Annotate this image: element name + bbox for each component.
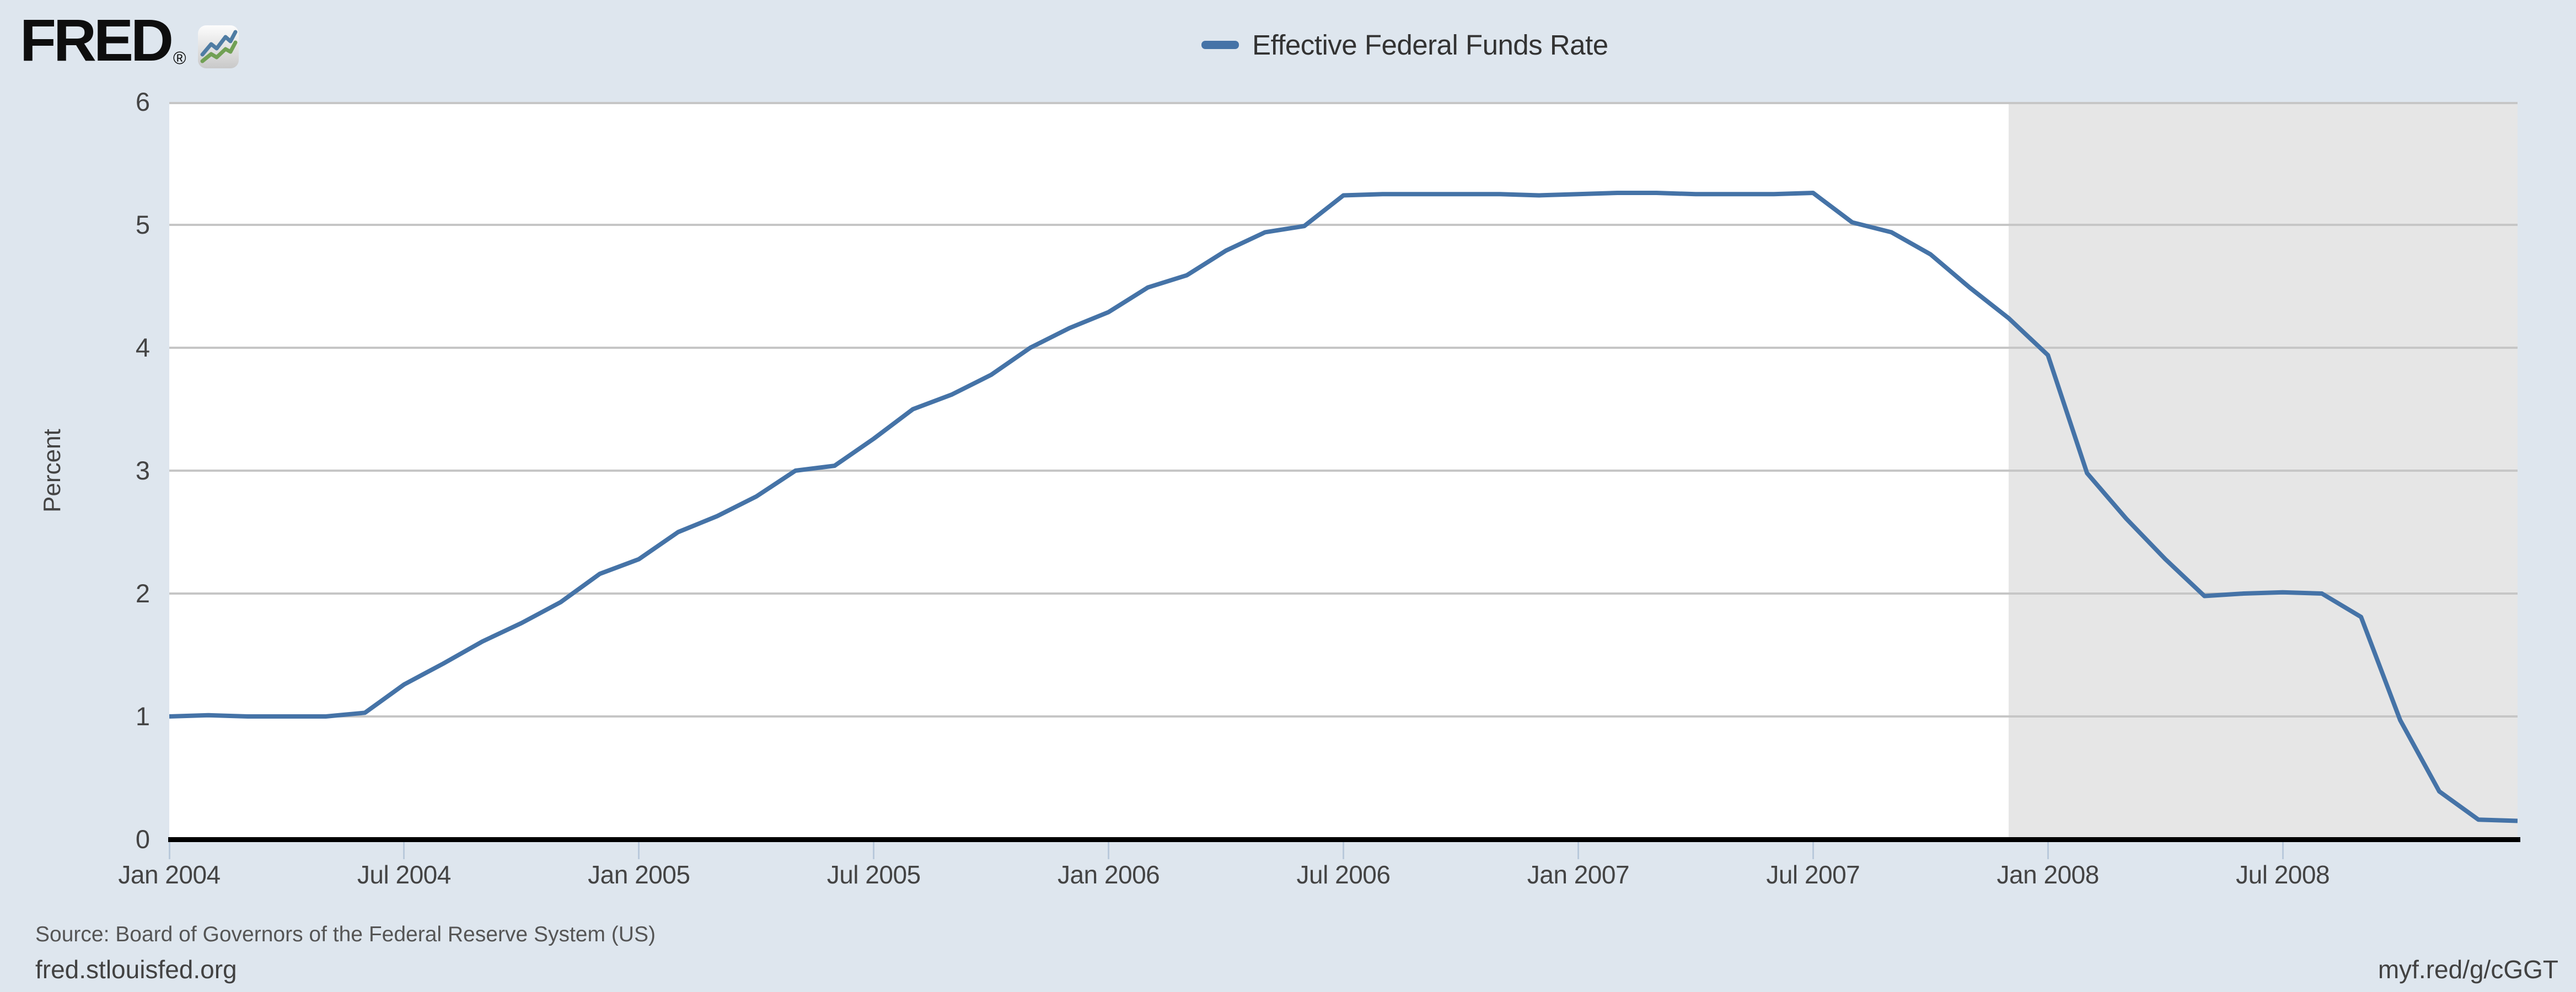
gridline-6-percent: [169, 102, 2518, 104]
gridline-1-percent: [169, 715, 2518, 718]
legend: Effective Federal Funds Rate: [1201, 29, 1608, 61]
x-axis-tick-label-Jul-2004: Jul 2004: [357, 860, 451, 889]
gridline-5-percent: [169, 224, 2518, 226]
y-axis-tick-label-1: 1: [135, 702, 150, 731]
x-axis-tick-mark-Jan-2007: [1577, 842, 1579, 859]
y-axis-tick-label-0: 0: [135, 824, 150, 854]
y-axis-tick-label-2: 2: [135, 579, 150, 608]
x-axis-tick-label-Jan-2004: Jan 2004: [118, 860, 221, 889]
x-axis-tick-mark-Jul-2005: [873, 842, 875, 859]
x-axis-tick-mark-Jul-2007: [1812, 842, 1814, 859]
x-axis-tick-label-Jan-2005: Jan 2005: [588, 860, 690, 889]
x-axis-line: [168, 837, 2520, 842]
x-axis-tick-label-Jan-2007: Jan 2007: [1527, 860, 1630, 889]
x-axis-tick-label-Jul-2008: Jul 2008: [2236, 860, 2330, 889]
x-axis-tick-mark-Jan-2005: [638, 842, 640, 859]
x-axis-tick-mark-Jul-2008: [2282, 842, 2284, 859]
gridline-2-percent: [169, 592, 2518, 595]
fred-logo: FRED ®: [20, 7, 239, 73]
y-axis-tick-label-6: 6: [135, 87, 150, 116]
legend-line-swatch: [1201, 41, 1239, 49]
x-axis-tick-label-Jul-2005: Jul 2005: [827, 860, 921, 889]
x-axis-tick-label-Jan-2008: Jan 2008: [1997, 860, 2100, 889]
gridline-3-percent: [169, 470, 2518, 472]
x-axis-tick-mark-Jul-2004: [403, 842, 405, 859]
x-axis-tick-label-Jan-2006: Jan 2006: [1057, 860, 1160, 889]
fred-logo-chart-icon: [198, 25, 239, 68]
x-axis-tick-label-Jul-2006: Jul 2006: [1296, 860, 1391, 889]
series-line-canvas: [169, 191, 2518, 823]
graph-shortlink[interactable]: myf.red/g/cGGT: [2378, 955, 2558, 984]
x-axis-tick-label-Jul-2007: Jul 2007: [1766, 860, 1860, 889]
series-line: [169, 191, 2518, 823]
x-axis-tick-mark-Jul-2006: [1343, 842, 1344, 859]
source-attribution: Source: Board of Governors of the Federa…: [35, 923, 656, 946]
y-axis-tick-label-3: 3: [135, 456, 150, 485]
x-axis-tick-mark-Jan-2004: [168, 842, 170, 859]
x-axis-tick-mark-Jan-2006: [1108, 842, 1110, 859]
plot-area[interactable]: [169, 102, 2518, 839]
registered-trademark-symbol: ®: [173, 48, 186, 68]
x-axis-tick-mark-Jan-2008: [2047, 842, 2049, 859]
y-axis-tick-label-4: 4: [135, 333, 150, 362]
fred-logo-text: FRED: [20, 7, 174, 73]
y-axis-tick-label-5: 5: [135, 210, 150, 239]
legend-series-label: Effective Federal Funds Rate: [1252, 29, 1608, 61]
gridline-4-percent: [169, 347, 2518, 349]
fred-site-link[interactable]: fred.stlouisfed.org: [35, 955, 237, 984]
